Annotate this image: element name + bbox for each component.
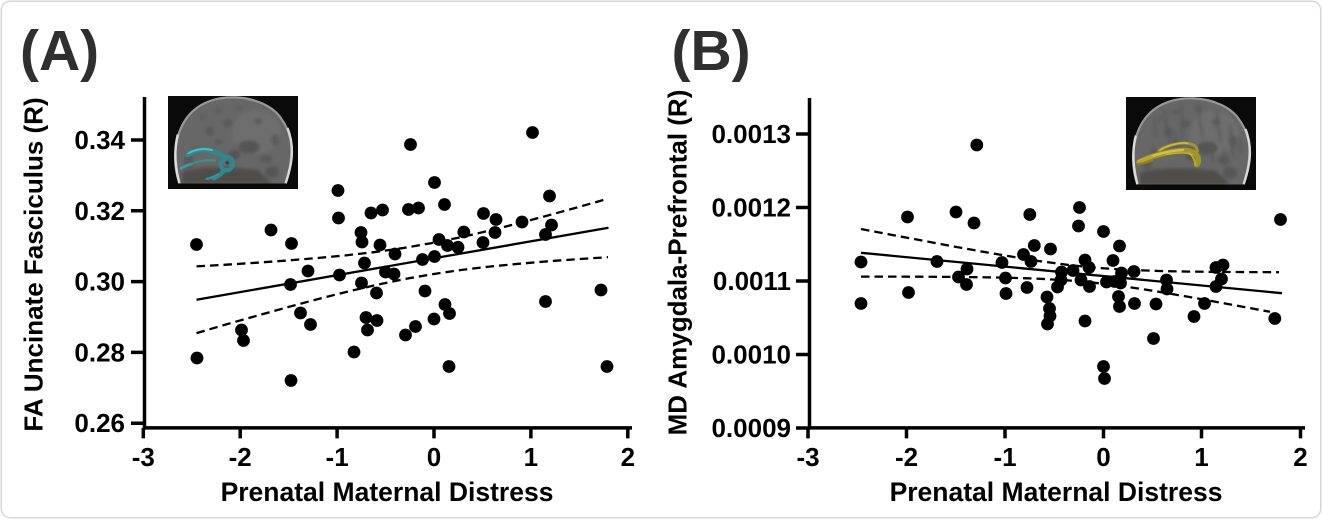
svg-text:0.28: 0.28 <box>74 337 125 367</box>
svg-text:0.32: 0.32 <box>74 196 125 226</box>
svg-text:MD Amygdala-Prefrontal (R): MD Amygdala-Prefrontal (R) <box>663 90 693 436</box>
svg-text:0.0009: 0.0009 <box>711 413 791 443</box>
svg-text:0.0013: 0.0013 <box>711 119 791 149</box>
svg-text:0: 0 <box>427 442 441 472</box>
svg-text:0.0010: 0.0010 <box>711 340 791 370</box>
svg-text:2: 2 <box>621 442 635 472</box>
svg-text:0.30: 0.30 <box>74 267 125 297</box>
svg-text:2: 2 <box>1293 442 1307 472</box>
svg-text:0.0012: 0.0012 <box>711 193 791 223</box>
svg-text:Prenatal Maternal Distress: Prenatal Maternal Distress <box>890 477 1223 507</box>
svg-text:0.0011: 0.0011 <box>713 266 791 296</box>
svg-text:-2: -2 <box>229 442 252 472</box>
svg-text:Prenatal Maternal Distress: Prenatal Maternal Distress <box>221 477 554 507</box>
svg-text:1: 1 <box>1194 442 1208 472</box>
svg-text:1: 1 <box>524 442 538 472</box>
svg-text:0: 0 <box>1096 442 1110 472</box>
svg-text:-1: -1 <box>326 442 349 472</box>
svg-text:0.26: 0.26 <box>74 408 125 438</box>
svg-text:-3: -3 <box>796 442 819 472</box>
svg-text:FA Uncinate Fasciculus (R): FA Uncinate Fasciculus (R) <box>19 97 49 431</box>
svg-text:-2: -2 <box>895 442 918 472</box>
svg-text:-3: -3 <box>132 442 155 472</box>
svg-text:(B): (B) <box>672 19 751 83</box>
svg-text:(A): (A) <box>20 19 99 83</box>
svg-text:0.34: 0.34 <box>74 125 125 155</box>
svg-text:-1: -1 <box>993 442 1016 472</box>
